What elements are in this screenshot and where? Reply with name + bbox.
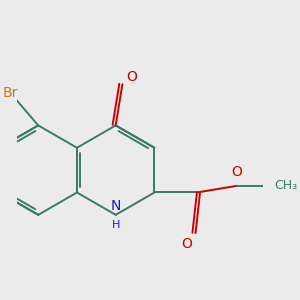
Text: O: O xyxy=(182,237,193,251)
Text: O: O xyxy=(126,70,137,84)
Text: O: O xyxy=(232,165,243,179)
Text: CH₃: CH₃ xyxy=(275,179,298,192)
Text: Br: Br xyxy=(2,85,18,100)
Text: H: H xyxy=(112,220,120,230)
Text: N: N xyxy=(110,199,121,213)
